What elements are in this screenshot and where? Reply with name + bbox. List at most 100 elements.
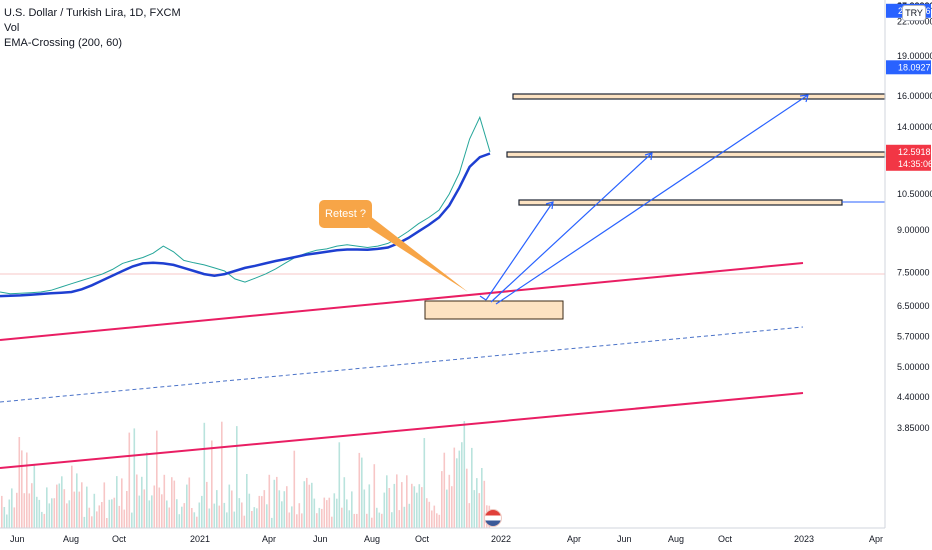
volume-bar (146, 452, 148, 528)
volume-bar (73, 491, 76, 528)
volume-bar (276, 476, 278, 528)
volume-bar (401, 482, 403, 528)
channel-upper-line[interactable] (0, 262, 804, 341)
volume-bar (331, 516, 333, 528)
volume-bar (361, 457, 363, 528)
price-tick-label: 7.50000 (897, 268, 930, 278)
volume-bar (196, 516, 198, 528)
volume-bar (326, 500, 328, 528)
target-zone-3[interactable] (512, 93, 886, 100)
volume-bar (193, 512, 196, 528)
volume-bars (1, 421, 491, 528)
volume-bar (466, 468, 468, 528)
volume-bar (428, 501, 431, 528)
volume-bar (256, 508, 258, 528)
volume-bar (136, 474, 138, 528)
target-zone-1[interactable] (518, 199, 843, 206)
volume-bar (463, 421, 466, 528)
time-tick-label: Aug (63, 534, 79, 544)
volume-bar (313, 498, 316, 528)
volume-bar (38, 499, 41, 528)
volume-indicator-label[interactable]: Vol (4, 22, 20, 34)
volume-bar (243, 515, 246, 528)
volume-bar (318, 507, 321, 528)
volume-bar (461, 442, 463, 528)
time-axis[interactable]: Jun Aug Oct 2021 Apr Jun Aug Oct 2022 Apr Jun Aug Oc… (10, 534, 883, 544)
retest-callout[interactable]: Retest ? (319, 200, 372, 228)
price-tick-label: 16.00000 (897, 91, 932, 101)
volume-bar (111, 499, 113, 528)
channel-mid-dashed-line[interactable] (0, 326, 804, 403)
price-tick-label: 22.00000 (897, 17, 932, 27)
volume-bar (181, 506, 183, 528)
volume-bar (293, 450, 296, 528)
time-tick-label: Aug (668, 534, 684, 544)
volume-bar (261, 496, 263, 528)
volume-bar (298, 503, 301, 528)
volume-bar (81, 482, 83, 528)
volume-bar (113, 497, 116, 528)
symbol-title[interactable]: U.S. Dollar / Turkish Lira, 1D, FXCM (4, 7, 181, 19)
target-zone-2[interactable] (506, 151, 886, 158)
price-line (0, 115, 491, 295)
volume-bar (403, 506, 406, 528)
volume-bar (353, 513, 356, 528)
volume-bar (101, 502, 103, 528)
volume-bar (198, 502, 201, 528)
volume-bar (423, 438, 426, 528)
price-tick-label: 4.40000 (897, 392, 930, 402)
volume-bar (408, 503, 411, 528)
volume-bar (161, 494, 163, 528)
volume-bar (36, 496, 38, 528)
currency-tag[interactable]: TRY (902, 5, 926, 21)
volume-bar (166, 500, 168, 528)
volume-bar (131, 512, 133, 528)
volume-bar (378, 512, 381, 528)
volume-bar (398, 510, 401, 528)
volume-bar (98, 505, 101, 528)
volume-bar (11, 488, 13, 528)
volume-bar (33, 464, 36, 528)
volume-bar (168, 507, 171, 528)
ema-indicator-label[interactable]: EMA-Crossing (200, 60) (4, 37, 122, 49)
volume-bar (341, 507, 343, 528)
volume-bar (473, 490, 476, 528)
volume-bar (28, 493, 31, 528)
us-flag-icon[interactable] (484, 509, 502, 527)
svg-text:18.09276: 18.09276 (898, 62, 932, 72)
volume-bar (356, 513, 358, 528)
volume-bar (288, 512, 291, 528)
volume-bar (43, 513, 46, 528)
projection-arrows (479, 94, 809, 305)
volume-bar (116, 476, 118, 528)
channel-lower-line[interactable] (0, 392, 804, 469)
price-tick-label: 3.85000 (897, 423, 930, 433)
volume-bar (311, 482, 313, 528)
volume-bar (238, 498, 241, 528)
volume-bar (281, 501, 283, 528)
volume-bar (251, 511, 253, 528)
volume-bar (283, 491, 286, 528)
volume-bar (391, 512, 393, 528)
retest-zone-box[interactable] (424, 300, 564, 320)
volume-bar (338, 442, 341, 528)
volume-bar (453, 447, 456, 528)
volume-bar (16, 492, 18, 528)
price-tick-label: 10.50000 (897, 189, 932, 199)
volume-bar (76, 473, 78, 528)
volume-bar (413, 486, 416, 528)
volume-bar (13, 507, 16, 528)
volume-bar (88, 507, 91, 528)
time-tick-label: Apr (262, 534, 276, 544)
volume-bar (271, 517, 273, 528)
volume-bar (316, 513, 318, 528)
time-tick-label: 2021 (190, 534, 210, 544)
volume-bar (301, 513, 303, 528)
volume-bar (23, 493, 26, 528)
volume-bar (103, 482, 106, 528)
volume-bar (483, 480, 486, 528)
volume-bar (478, 493, 481, 528)
volume-bar (346, 499, 348, 528)
volume-bar (306, 477, 308, 528)
